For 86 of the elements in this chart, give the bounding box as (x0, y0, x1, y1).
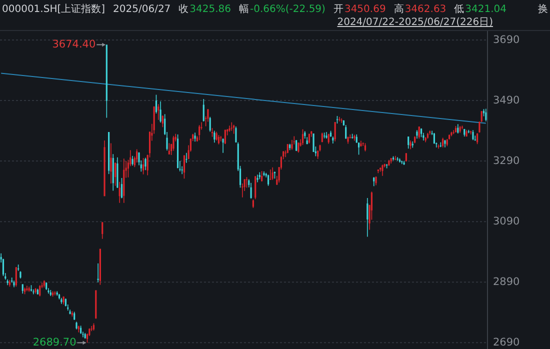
candlestick (54, 290, 56, 296)
candlestick (162, 114, 164, 128)
candlestick (32, 288, 34, 295)
candlestick (214, 130, 216, 143)
candlestick (224, 129, 226, 144)
candlestick (158, 104, 160, 120)
candlestick (183, 154, 186, 180)
text: 换 (538, 3, 548, 15)
text: 幅 (239, 3, 250, 15)
candlestick (373, 176, 375, 187)
candlestick (97, 262, 99, 283)
candlestick (11, 277, 13, 284)
y-tick-label: 3690 (493, 34, 520, 46)
candlestick (15, 266, 17, 288)
candlestick (242, 183, 244, 198)
candlestick (102, 222, 104, 240)
text: 2025/06/27 (113, 4, 171, 15)
candlestick (418, 126, 420, 140)
candlestick (233, 124, 235, 134)
candlestick (401, 160, 403, 164)
candlestick (382, 164, 384, 176)
candlestick (155, 94, 158, 114)
annotation: 2689.70 (32, 336, 76, 349)
candlestick (160, 101, 162, 124)
candlestick (272, 167, 274, 180)
text: 开 (333, 4, 344, 15)
candlestick (408, 136, 410, 150)
candlestick (172, 136, 174, 152)
text: 3425.86 (190, 4, 232, 15)
y-tick-label: 3090 (493, 215, 520, 228)
candlestick (114, 162, 116, 186)
candlestick (222, 138, 224, 154)
candlestick (254, 176, 256, 200)
candlestick (90, 326, 92, 332)
candlestick (209, 116, 211, 132)
candlestick (110, 142, 112, 184)
candlestick (321, 132, 323, 143)
candlestick (291, 139, 293, 150)
annotation: 3674.40 (52, 38, 96, 51)
candlestick (338, 116, 340, 122)
candlestick (168, 142, 170, 155)
candlestick (250, 182, 252, 199)
candlestick (39, 284, 41, 297)
text: 3421.04 (465, 4, 507, 15)
candlestick (442, 137, 444, 148)
text: 收 (178, 4, 189, 15)
candlestick (485, 108, 487, 122)
chart-title: 000001.SH[上证指数] (2, 3, 106, 15)
candlestick (472, 130, 474, 141)
candlestick (476, 132, 478, 144)
candlestick (261, 170, 263, 182)
candlestick (136, 148, 138, 163)
candlestick (433, 132, 436, 144)
y-tick-label: 2890 (493, 276, 520, 288)
candlestick (144, 157, 146, 171)
chart-subtitle: 2024/07/22-2025/06/27(226日) (337, 17, 494, 28)
candlestick (207, 108, 209, 122)
candlestick (302, 128, 304, 146)
candlestick (194, 132, 196, 142)
y-tick-label: 3290 (493, 154, 520, 167)
candlestick (132, 156, 134, 166)
candlestick (142, 158, 144, 175)
candlestick (370, 191, 373, 220)
candlestick (334, 122, 336, 142)
candlestick (235, 126, 237, 143)
candlestick (345, 124, 347, 140)
y-tick-label: 3490 (493, 94, 520, 106)
candlestick (256, 174, 258, 183)
candlestick (312, 133, 314, 152)
candlestick (120, 178, 123, 199)
text: -0.66%(-22.59) (250, 4, 326, 15)
candlestick (267, 174, 270, 186)
text: 高 (394, 3, 404, 15)
candlestick (202, 98, 204, 122)
text: 3450.69 (344, 4, 386, 15)
candlestick (298, 142, 300, 153)
candlestick (366, 198, 368, 238)
candlestick (118, 182, 120, 204)
candlestick (26, 285, 28, 292)
y-tick-label: 2690 (493, 336, 520, 349)
candlestick (22, 284, 24, 294)
text: 低 (454, 4, 464, 15)
candlestick (146, 154, 148, 176)
candlestick (246, 176, 248, 188)
text: 3462.63 (404, 4, 446, 15)
candlestick (198, 124, 200, 141)
